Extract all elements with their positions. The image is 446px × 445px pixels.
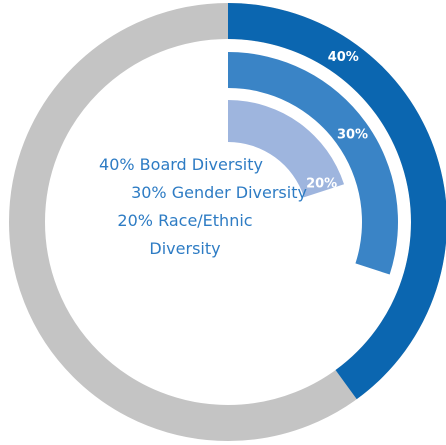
- value-label: 40%: [328, 50, 359, 65]
- arc-bar: [228, 52, 398, 275]
- legend-entry: 20% Race/Ethnic Diversity: [117, 211, 253, 258]
- value-label: 20%: [306, 177, 337, 192]
- legend-entry: 40% Board Diversity: [99, 155, 263, 174]
- legend-entry: 30% Gender Diversity: [131, 183, 307, 202]
- arc-bar: [228, 3, 446, 400]
- value-label: 30%: [337, 127, 368, 142]
- arc-bar: [228, 100, 345, 198]
